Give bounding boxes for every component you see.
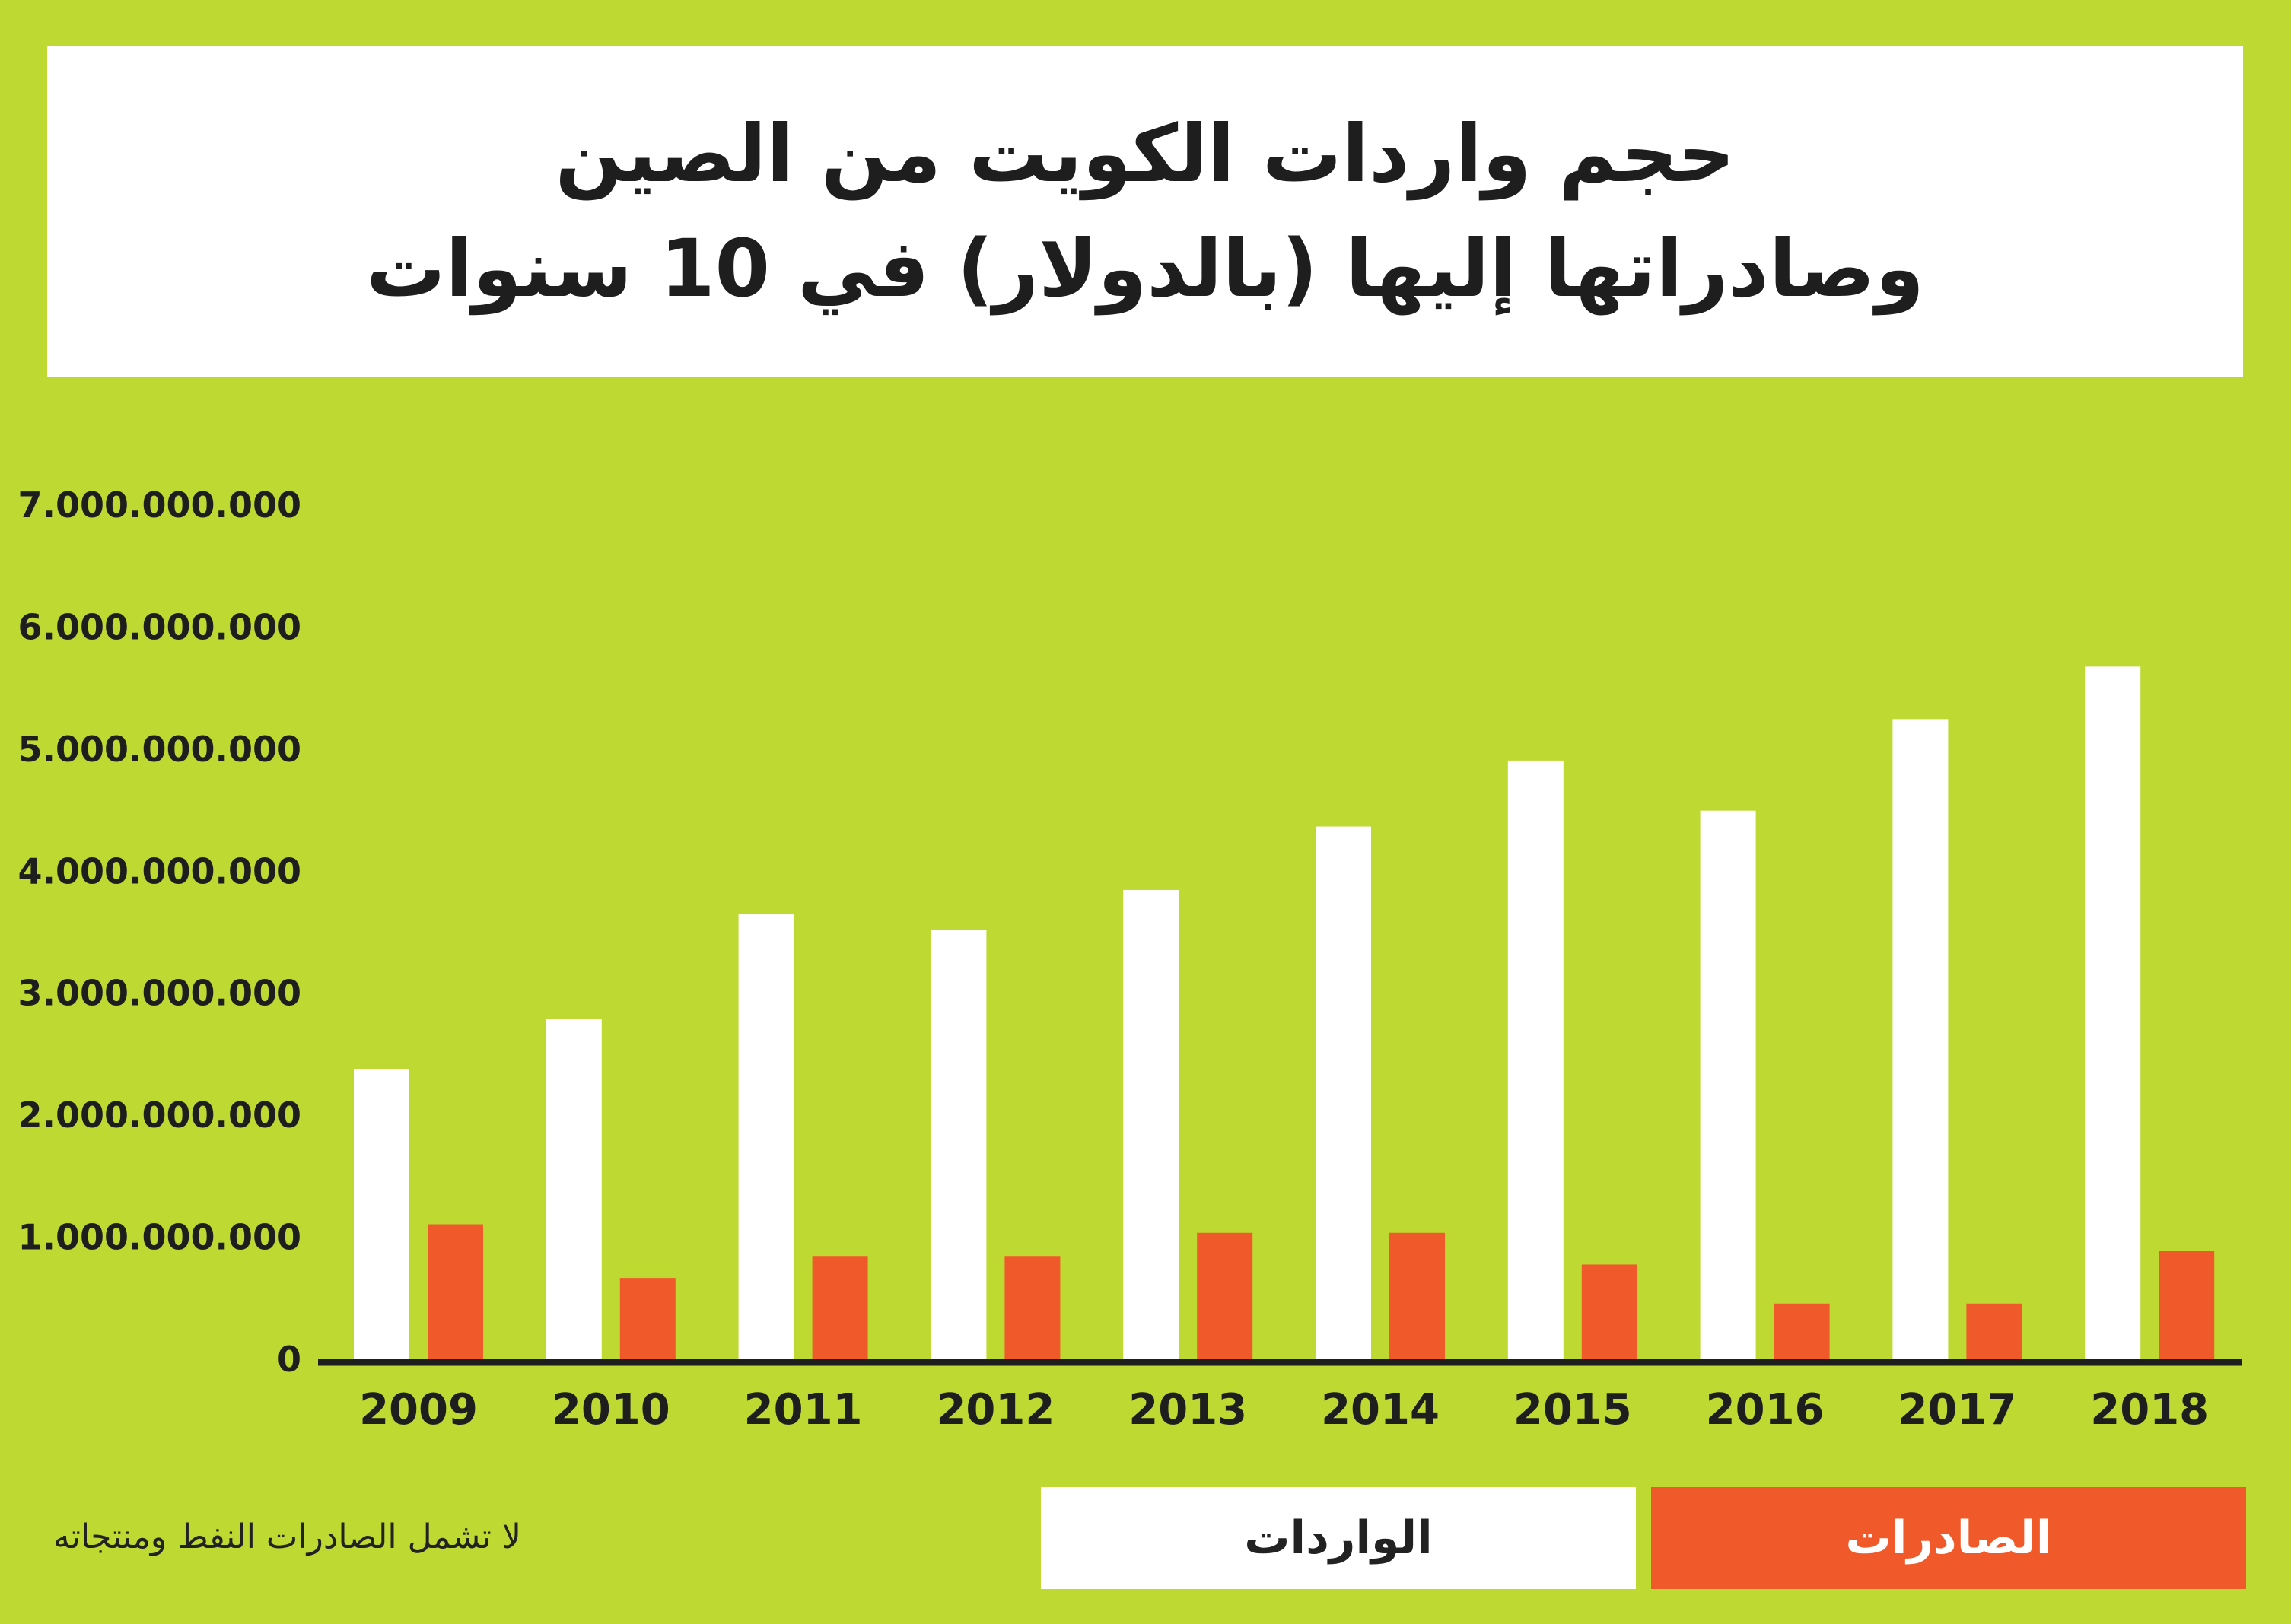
x-tick-label: 2014	[1321, 1385, 1440, 1435]
footnote: لا تشمل الصادرات النفط ومنتجاته	[53, 1518, 521, 1556]
x-tick-label: 2017	[1898, 1385, 2016, 1435]
y-tick-label: 2.000.000.000	[18, 1095, 302, 1136]
y-tick-label: 7.000.000.000	[18, 485, 302, 526]
chart-title-line-1: حجم واردات الكويت من الصين	[555, 106, 1736, 200]
export-bar-2016	[1774, 1303, 1830, 1359]
y-tick-label: 4.000.000.000	[18, 850, 302, 891]
chart-title-line-2: وصادراتها إليها (بالدولار) في 10 سنوات	[365, 221, 1925, 315]
import-bar-2014	[1316, 826, 1371, 1359]
import-bar-2012	[931, 930, 987, 1359]
y-tick-label: 0	[277, 1339, 301, 1380]
y-tick-label: 6.000.000.000	[18, 606, 302, 647]
legend-exports-label: الصادرات	[1845, 1511, 2052, 1565]
export-bar-2013	[1197, 1232, 1253, 1359]
x-tick-label: 2010	[552, 1385, 670, 1435]
import-bar-2017	[1892, 719, 1949, 1359]
x-tick-label: 2018	[2090, 1385, 2209, 1435]
y-tick-label: 1.000.000.000	[18, 1217, 302, 1258]
y-tick-label: 3.000.000.000	[18, 973, 302, 1014]
import-bar-2018	[2085, 666, 2141, 1359]
x-tick-label: 2011	[744, 1385, 863, 1435]
x-tick-label: 2016	[1706, 1385, 1825, 1435]
x-axis-ticks: 2009 2010 2011 2012 2013 2014 2015 2016 2017 2018	[359, 1385, 2209, 1435]
legend-imports-label: الواردات	[1244, 1511, 1433, 1565]
export-bar-2010	[619, 1278, 676, 1359]
bars-group	[354, 666, 2215, 1359]
export-bar-2017	[1966, 1303, 2022, 1359]
title-box: حجم واردات الكويت من الصين وصادراتها إلي…	[47, 46, 2243, 377]
export-bar-2011	[812, 1256, 868, 1359]
legend-exports: الصادرات	[1651, 1487, 2246, 1589]
import-bar-2016	[1700, 810, 1756, 1359]
x-tick-label: 2012	[936, 1385, 1055, 1435]
export-bar-2018	[2159, 1251, 2215, 1359]
y-axis-ticks: 0 1.000.000.000 2.000.000.000 3.000.000.000…	[18, 485, 302, 1380]
x-tick-label: 2009	[359, 1385, 478, 1435]
import-bar-2015	[1507, 760, 1564, 1359]
import-bar-2010	[546, 1019, 602, 1359]
export-bar-2015	[1581, 1264, 1637, 1359]
import-bar-2013	[1123, 889, 1179, 1359]
export-bar-2014	[1389, 1232, 1445, 1359]
export-bar-2012	[1004, 1256, 1061, 1359]
legend-imports: الواردات	[1041, 1487, 1636, 1589]
x-tick-label: 2015	[1513, 1385, 1632, 1435]
x-tick-label: 2013	[1128, 1385, 1247, 1435]
import-bar-2011	[738, 914, 794, 1359]
y-tick-label: 5.000.000.000	[18, 729, 302, 770]
export-bar-2009	[428, 1224, 483, 1359]
import-bar-2009	[354, 1069, 409, 1359]
